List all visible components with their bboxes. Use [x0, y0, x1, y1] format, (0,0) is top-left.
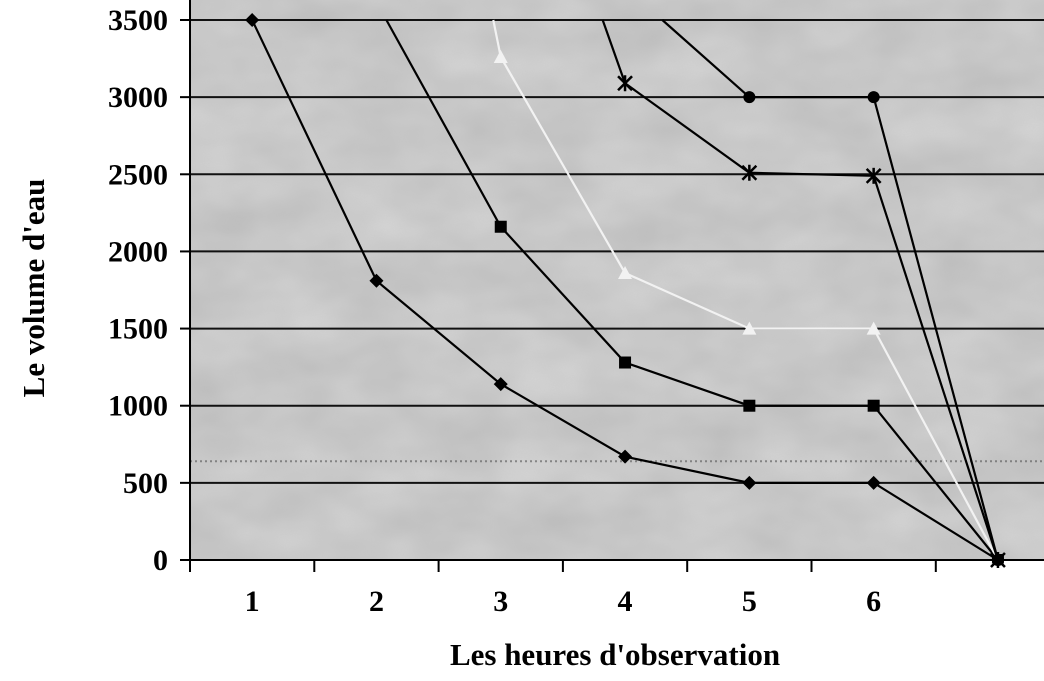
- y-axis-title: Le volume d'eau: [16, 179, 51, 398]
- series-line: [492, 19, 999, 561]
- data-point: [742, 321, 757, 335]
- y-tick-label: 2500: [108, 158, 168, 191]
- data-point: [494, 220, 507, 233]
- y-tick-label: 2000: [108, 235, 168, 268]
- series-4: [601, 19, 1006, 568]
- series-line: [385, 19, 999, 561]
- data-point: [741, 164, 758, 181]
- data-point: [866, 321, 881, 335]
- gridlines: [190, 19, 1044, 484]
- y-tick-label: 1500: [108, 313, 168, 346]
- data-point: [618, 266, 633, 280]
- data-point: [617, 75, 633, 92]
- data-point: [865, 167, 882, 184]
- data-point: [866, 475, 881, 490]
- data-point: [867, 399, 880, 412]
- y-tick-label: 1000: [108, 390, 168, 423]
- x-tick-label: 1: [245, 585, 260, 618]
- data-point: [743, 399, 756, 412]
- data-point: [618, 449, 633, 464]
- y-tick-label: 500: [123, 467, 168, 500]
- x-axis-title: Les heures d'observation: [450, 637, 780, 672]
- x-tick-label: 4: [618, 585, 633, 618]
- data-point: [619, 356, 632, 369]
- y-tick-label: 3500: [108, 4, 168, 37]
- plot-texture: [190, 0, 1044, 560]
- data-point: [867, 91, 880, 104]
- data-point: [742, 475, 757, 490]
- x-tick-label: 6: [866, 585, 881, 618]
- data-point: [743, 91, 756, 104]
- x-tick-label: 2: [369, 585, 384, 618]
- tick-labels: 0 500 1000 1500 2000 2500 3000 3500 1 2 3 4 5 6: [108, 4, 881, 618]
- data-point: [493, 377, 508, 392]
- data-point: [369, 273, 384, 288]
- x-tick-label: 5: [742, 585, 757, 618]
- series-line: [661, 19, 1000, 561]
- axes: [180, 0, 1044, 572]
- series-2: [385, 19, 1004, 566]
- y-tick-label: 0: [153, 544, 168, 577]
- data-point: [245, 13, 260, 27]
- data-point: [493, 50, 508, 64]
- y-tick-label: 3000: [108, 81, 168, 114]
- x-tick-label: 3: [493, 585, 508, 618]
